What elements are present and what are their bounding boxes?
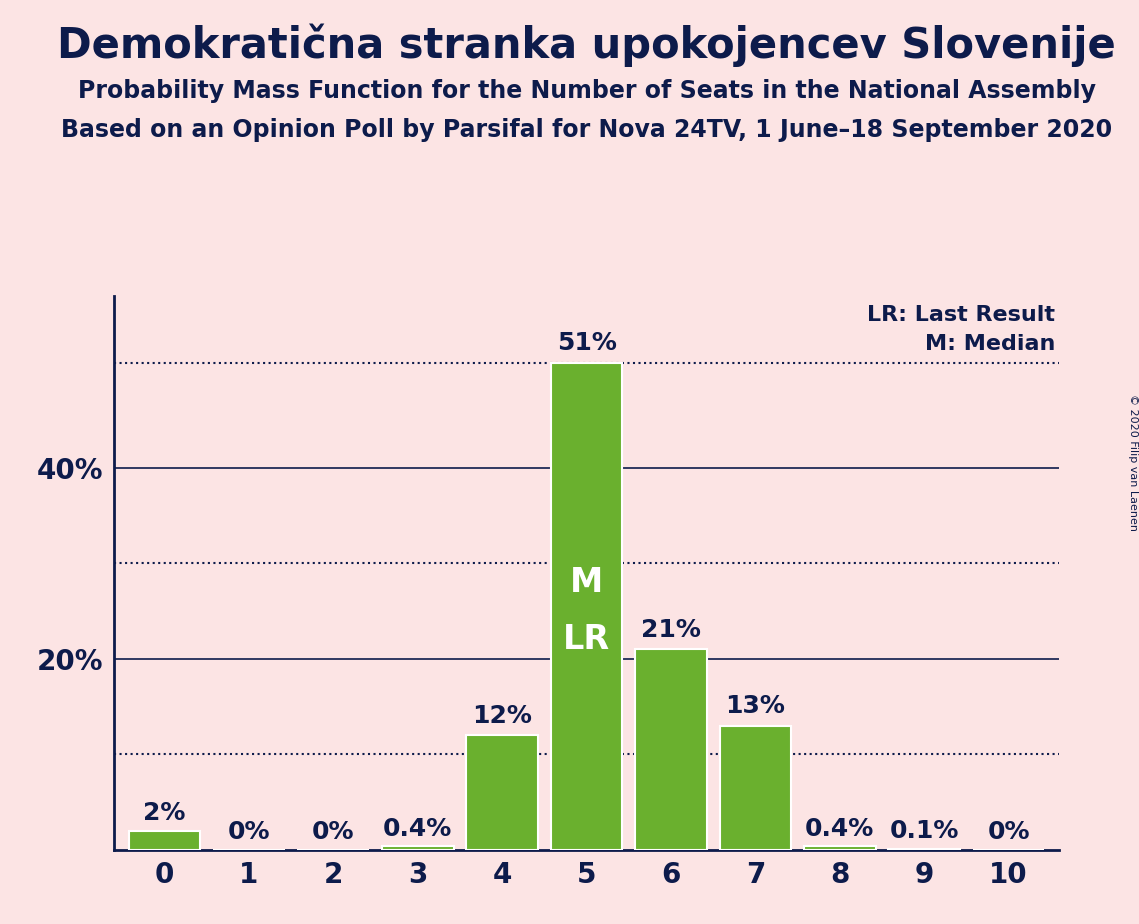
Text: 0.4%: 0.4% [805, 817, 875, 841]
Text: 0%: 0% [988, 821, 1030, 845]
Bar [888, 849, 960, 850]
Text: LR: LR [563, 624, 611, 656]
Bar [720, 726, 792, 850]
Text: 12%: 12% [473, 704, 532, 728]
Text: 0%: 0% [228, 821, 270, 845]
Text: 2%: 2% [144, 801, 186, 825]
Text: M: Median: M: Median [925, 334, 1055, 354]
Bar [551, 362, 622, 850]
Text: 0.4%: 0.4% [383, 817, 452, 841]
Bar [466, 736, 538, 850]
Text: 21%: 21% [641, 618, 700, 641]
Text: Demokratična stranka upokojencev Slovenije: Demokratična stranka upokojencev Sloveni… [57, 23, 1116, 67]
Bar [636, 650, 707, 850]
Text: 51%: 51% [557, 331, 616, 355]
Text: 13%: 13% [726, 694, 785, 718]
Text: 0.1%: 0.1% [890, 820, 959, 844]
Bar [129, 831, 200, 850]
Text: LR: Last Result: LR: Last Result [867, 305, 1055, 325]
Text: Based on an Opinion Poll by Parsifal for Nova 24TV, 1 June–18 September 2020: Based on an Opinion Poll by Parsifal for… [62, 118, 1112, 142]
Bar [382, 846, 453, 850]
Text: M: M [570, 565, 604, 599]
Bar [804, 846, 876, 850]
Text: 0%: 0% [312, 821, 354, 845]
Text: Probability Mass Function for the Number of Seats in the National Assembly: Probability Mass Function for the Number… [77, 79, 1096, 103]
Text: © 2020 Filip van Laenen: © 2020 Filip van Laenen [1129, 394, 1138, 530]
